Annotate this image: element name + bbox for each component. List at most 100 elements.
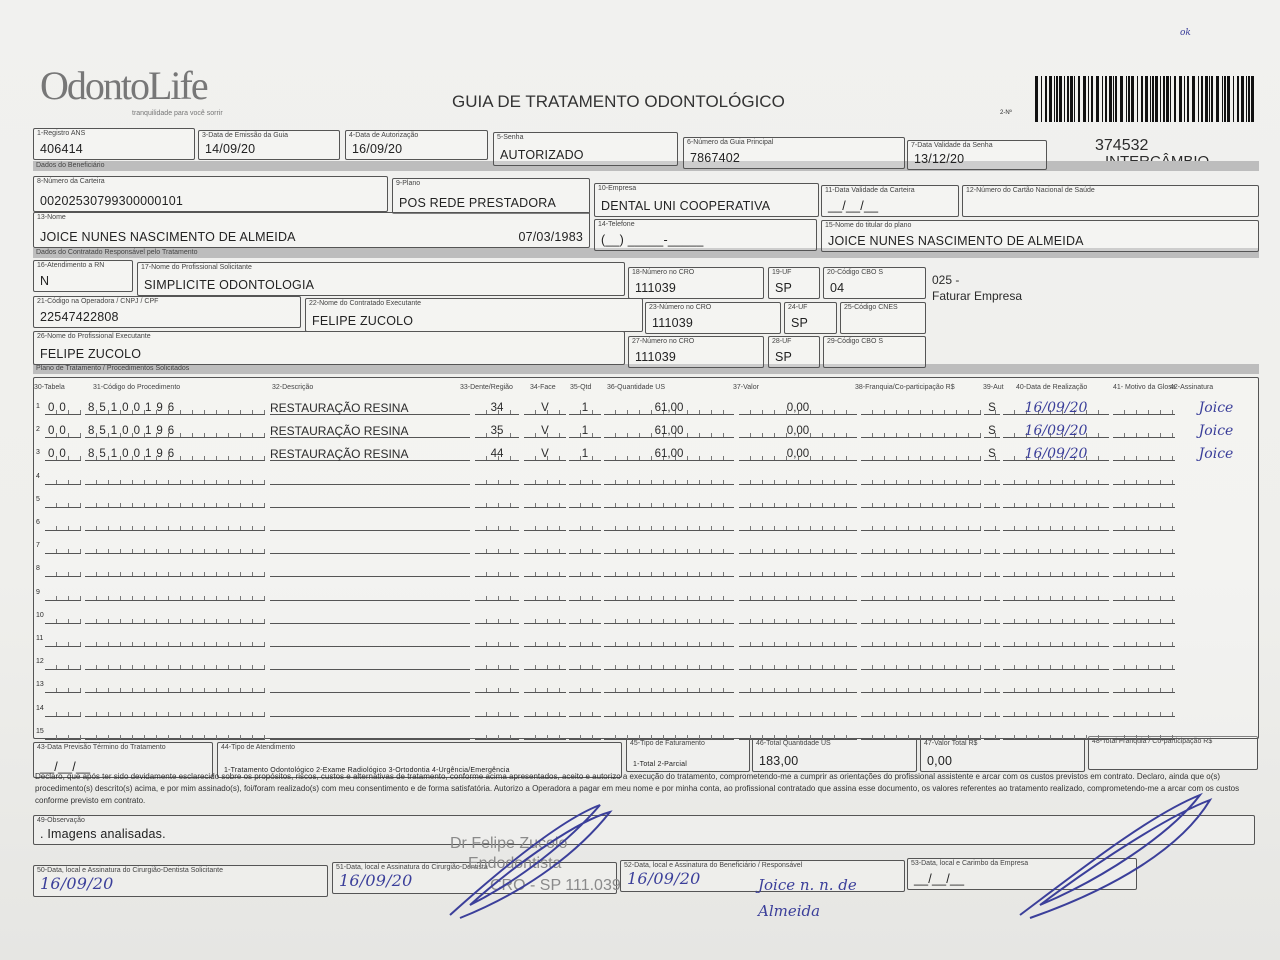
- cell-franquia[interactable]: [861, 633, 981, 647]
- cell-qtd[interactable]: [569, 493, 601, 508]
- cell-assinatura[interactable]: Joice: [1198, 446, 1234, 463]
- cell-tabela[interactable]: [45, 609, 81, 624]
- cell-franquia[interactable]: [861, 725, 981, 740]
- cell-valor[interactable]: [739, 633, 857, 647]
- cell-motivo[interactable]: [1113, 609, 1175, 624]
- cell-aut[interactable]: [984, 563, 1000, 578]
- field-f27[interactable]: 27-Número no CRO 111039: [628, 336, 764, 368]
- cell-dente[interactable]: [475, 586, 519, 601]
- cell-qtd[interactable]: [569, 633, 601, 647]
- field-f15[interactable]: 15-Nome do titular do plano JOICE NUNES N…: [821, 220, 1259, 252]
- cell-qtd_us[interactable]: [604, 563, 734, 578]
- cell-data[interactable]: [1003, 679, 1109, 694]
- cell-qtd[interactable]: [569, 702, 601, 717]
- cell-face[interactable]: [524, 586, 566, 601]
- cell-dente[interactable]: 35: [475, 424, 519, 439]
- cell-franquia[interactable]: [861, 679, 981, 694]
- cell-aut[interactable]: [984, 609, 1000, 624]
- field-f20[interactable]: 20-Código CBO S 04: [823, 267, 926, 299]
- cell-valor[interactable]: [739, 563, 857, 578]
- cell-face[interactable]: [524, 725, 566, 740]
- cell-data[interactable]: 16/09/20: [1003, 447, 1109, 462]
- cell-franquia[interactable]: [861, 424, 981, 439]
- cell-codigo[interactable]: [85, 493, 265, 508]
- cell-franquia[interactable]: [861, 702, 981, 717]
- cell-aut[interactable]: S: [984, 424, 1000, 439]
- cell-tabela[interactable]: [45, 493, 81, 508]
- field-f3[interactable]: 3-Data de Emissão da Guia 14/09/20: [198, 130, 340, 160]
- cell-dente[interactable]: 44: [475, 447, 519, 462]
- cell-codigo[interactable]: [85, 563, 265, 578]
- field-f26[interactable]: 26-Nome do Profissional Executante FELIPE…: [33, 331, 625, 365]
- cell-valor[interactable]: 0,00: [739, 401, 857, 415]
- cell-aut[interactable]: [984, 702, 1000, 717]
- cell-descricao[interactable]: [270, 726, 470, 740]
- cell-valor[interactable]: 0,00: [739, 447, 857, 462]
- cell-qtd[interactable]: [569, 725, 601, 740]
- field-f10[interactable]: 10-Empresa DENTAL UNI COOPERATIVA: [594, 183, 819, 217]
- cell-descricao[interactable]: RESTAURAÇÃO RESINA: [270, 424, 470, 439]
- cell-valor[interactable]: [739, 517, 857, 531]
- cell-motivo[interactable]: [1113, 540, 1175, 555]
- cell-qtd_us[interactable]: [604, 470, 734, 485]
- cell-motivo[interactable]: [1113, 702, 1175, 717]
- cell-face[interactable]: V: [524, 447, 566, 462]
- cell-qtd[interactable]: [569, 679, 601, 694]
- cell-codigo[interactable]: [85, 609, 265, 624]
- field-f16[interactable]: 16-Atendimento a RN N: [33, 260, 133, 292]
- cell-valor[interactable]: [739, 656, 857, 671]
- cell-motivo[interactable]: [1113, 447, 1175, 462]
- cell-qtd_us[interactable]: [604, 656, 734, 671]
- cell-qtd[interactable]: [569, 517, 601, 531]
- cell-valor[interactable]: [739, 609, 857, 624]
- field-f29[interactable]: 29-Código CBO S: [823, 336, 926, 368]
- cell-valor[interactable]: [739, 702, 857, 717]
- cell-tabela[interactable]: 00: [45, 447, 81, 462]
- cell-motivo[interactable]: [1113, 563, 1175, 578]
- field-f52[interactable]: 52-Data, local e Assinatura do Beneficiá…: [620, 860, 905, 892]
- cell-franquia[interactable]: [861, 493, 981, 508]
- cell-qtd[interactable]: [569, 540, 601, 555]
- cell-codigo[interactable]: 85100196: [85, 447, 265, 462]
- cell-franquia[interactable]: [861, 470, 981, 485]
- cell-qtd[interactable]: 1: [569, 447, 601, 462]
- cell-face[interactable]: V: [524, 424, 566, 439]
- cell-aut[interactable]: [984, 517, 1000, 531]
- cell-assinatura[interactable]: Joice: [1198, 400, 1234, 416]
- cell-tabela[interactable]: [45, 517, 81, 531]
- cell-motivo[interactable]: [1113, 517, 1175, 531]
- cell-codigo[interactable]: [85, 633, 265, 647]
- field-f43[interactable]: 43-Data Previsão Término do Tratamento __…: [33, 742, 213, 778]
- cell-codigo[interactable]: [85, 679, 265, 694]
- cell-codigo[interactable]: [85, 517, 265, 531]
- cell-face[interactable]: [524, 656, 566, 671]
- cell-codigo[interactable]: [85, 586, 265, 601]
- field-f21[interactable]: 21-Código na Operadora / CNPJ / CPF 22547…: [33, 296, 301, 328]
- field-f4[interactable]: 4-Data de Autorização 16/09/20: [345, 130, 488, 160]
- cell-tabela[interactable]: [45, 633, 81, 647]
- field-f9[interactable]: 9-Plano POS REDE PRESTADORA: [392, 178, 590, 214]
- cell-motivo[interactable]: [1113, 401, 1175, 415]
- cell-dente[interactable]: [475, 679, 519, 694]
- cell-franquia[interactable]: [861, 656, 981, 671]
- cell-dente[interactable]: [475, 493, 519, 508]
- cell-codigo[interactable]: [85, 725, 265, 740]
- cell-motivo[interactable]: [1113, 725, 1175, 740]
- cell-qtd_us[interactable]: [604, 725, 734, 740]
- cell-qtd[interactable]: [569, 563, 601, 578]
- field-f7[interactable]: 7-Data Validade da Senha 13/12/20: [907, 140, 1047, 170]
- cell-tabela[interactable]: [45, 702, 81, 717]
- cell-motivo[interactable]: [1113, 470, 1175, 485]
- cell-franquia[interactable]: [861, 563, 981, 578]
- cell-descricao[interactable]: [270, 633, 470, 647]
- cell-descricao[interactable]: RESTAURAÇÃO RESINA: [270, 447, 470, 462]
- cell-motivo[interactable]: [1113, 679, 1175, 694]
- cell-data[interactable]: 16/09/20: [1003, 424, 1109, 439]
- cell-franquia[interactable]: [861, 447, 981, 462]
- cell-face[interactable]: [524, 493, 566, 508]
- cell-data[interactable]: [1003, 656, 1109, 671]
- cell-tabela[interactable]: [45, 679, 81, 694]
- cell-valor[interactable]: [739, 470, 857, 485]
- cell-data[interactable]: [1003, 609, 1109, 624]
- cell-motivo[interactable]: [1113, 424, 1175, 439]
